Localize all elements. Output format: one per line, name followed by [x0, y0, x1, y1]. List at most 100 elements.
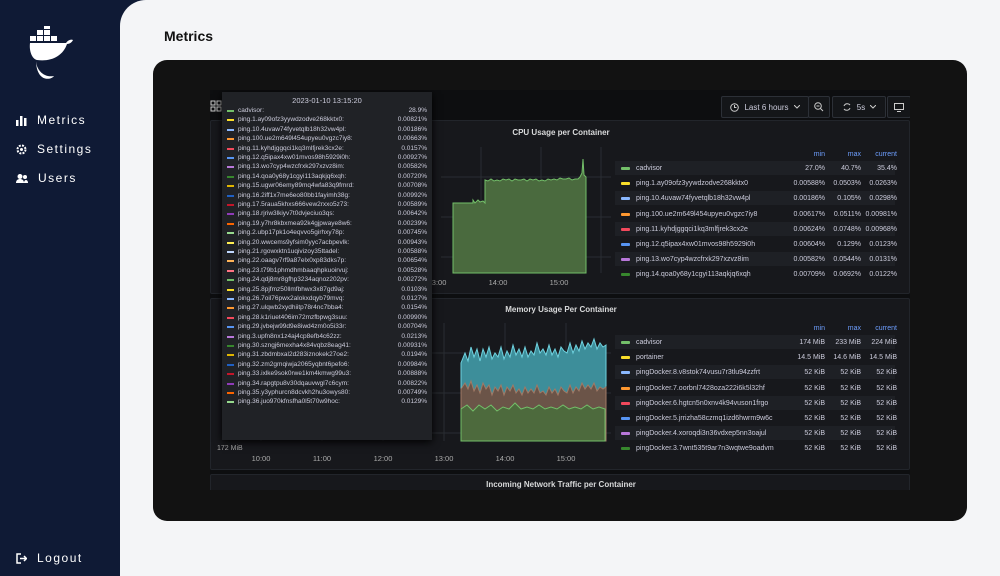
legend-name: portainer — [636, 354, 664, 362]
legend-max: 52 KiB — [840, 430, 861, 438]
legend-max: 0.105% — [837, 195, 861, 203]
series-marker — [621, 417, 630, 420]
series-marker — [227, 354, 234, 357]
series-name: ping.100.ue2m649l454upyeu0vgzc7iy8: — [238, 135, 353, 143]
legend-name: pingDocker.5.jrrizha58czmq1izd6hwrm9w6c — [636, 415, 773, 422]
logout-label[interactable]: Logout — [37, 551, 83, 565]
legend-header[interactable]: current — [875, 151, 897, 158]
series-name: ping.23.t79b1phmdhmbaaqhpkuoirvuj: — [238, 266, 349, 274]
series-marker — [227, 157, 234, 159]
panel-title: CPU Usage per Container — [512, 128, 610, 137]
legend-current: 52 KiB — [876, 430, 897, 438]
series-marker — [227, 373, 234, 376]
series-name: ping.35.y3yphurcn8dcvkh2hu3owys80: — [238, 389, 351, 396]
series-marker — [227, 288, 234, 291]
legend-current: 0.0123% — [869, 241, 897, 248]
tooltip: 2023-01-10 13:15:20 cadvisor: 28.9% ping.1… — [222, 92, 432, 440]
series-value: 0.00582% — [397, 163, 427, 171]
series-marker — [227, 392, 234, 394]
series-value: 0.0154% — [401, 304, 427, 312]
panel-network: Incoming Network Traffic per Container — [210, 474, 910, 490]
legend-row — [615, 380, 895, 395]
refresh-interval[interactable]: 5s — [856, 102, 866, 112]
tooltip-row: ping.29.jvbejw99d9e8iwd4zm0o5i33r: 0.0070… — [227, 323, 427, 332]
series-name: ping.18.rjriw3lkiyv7t0dvjeciuo3qs: — [238, 210, 335, 218]
nav-users[interactable]: Users — [16, 171, 77, 185]
nav-settings[interactable]: Settings — [16, 142, 92, 156]
nav-label[interactable]: Metrics — [37, 113, 87, 127]
legend-name: pingDocker.6.hgtcn5n0xnv4k94vuson1frgo — [636, 399, 769, 407]
series-marker — [227, 138, 234, 141]
legend-header[interactable]: min — [813, 151, 825, 158]
series-name: ping.22.oaagv7rf9a87elx0xp83dks7p: — [238, 257, 347, 265]
legend-name: ping.13.wo7cyp4wzcfrxk297xzvz8im — [636, 256, 749, 264]
legend-row — [615, 411, 895, 425]
grid-icon[interactable] — [210, 100, 222, 112]
legend-header[interactable]: current — [875, 325, 897, 332]
legend-min: 0.00186% — [793, 195, 825, 203]
time-range[interactable]: Last 6 hours — [744, 102, 789, 112]
time-range-button[interactable]: Last 6 hours — [721, 96, 809, 118]
series-name: ping.2.ubp17pk1o4eqvvo5girhxy78p: — [238, 229, 345, 237]
x-tick-label: 15:00 — [549, 278, 569, 287]
series-marker — [621, 447, 630, 451]
legend-name: cadvisor — [636, 165, 663, 172]
legend-current: 52 KiB — [876, 445, 897, 453]
series-name: ping.20.wwcems9yfsim0yyc7acbpevlk: — [238, 238, 350, 246]
series-value: 0.00749% — [397, 389, 427, 396]
x-tick-label: 11:00 — [312, 454, 332, 463]
series-marker — [227, 241, 234, 244]
series-marker — [227, 128, 234, 131]
tooltip-row: ping.15.ugwr06emy89mq4wfa83q9fmrd: 0.0070… — [227, 182, 427, 191]
series-marker — [621, 371, 630, 375]
tooltip-row: cadvisor: 28.9% — [227, 107, 427, 116]
nav-label[interactable]: Settings — [37, 142, 93, 156]
legend-current: 52 KiB — [876, 415, 897, 422]
legend-max: 52 KiB — [840, 399, 861, 407]
legend-current: 0.0263% — [869, 180, 897, 188]
series-marker — [621, 182, 630, 186]
legend-current: 0.0122% — [869, 271, 897, 279]
legend-min: 27.0% — [805, 165, 825, 172]
series-name: ping.26.7oil76pwx2alokxdqyb79mvq: — [238, 295, 345, 302]
series-value: 0.00272% — [397, 276, 427, 284]
series-value: 0.00239% — [397, 219, 427, 227]
series-value: 0.00927% — [397, 154, 427, 161]
page-title: Metrics — [164, 28, 214, 44]
series-value: 0.00943% — [397, 238, 427, 246]
zoom-out[interactable] — [808, 96, 830, 118]
nav-metrics[interactable]: Metrics — [16, 113, 86, 127]
legend-row — [615, 441, 895, 456]
series-name: ping.17.5raua5khxs666vew2rxxo5z73: — [238, 201, 349, 208]
legend-name: ping.100.ue2m649l454upyeu0vgzc7iy8 — [636, 210, 758, 218]
logout[interactable]: Logout — [16, 551, 83, 565]
tv-mode[interactable] — [887, 96, 910, 118]
panel-title: Memory Usage Per Container — [505, 305, 617, 314]
tooltip-row: ping.19.y7hr8kbxmea92k4gjpwaye8w6: 0.0023… — [227, 220, 427, 229]
series-value: 0.00720% — [397, 172, 427, 180]
series-name: ping.15.ugwr06emy89mq4wfa83q9fmrd: — [238, 182, 354, 190]
x-tick-label: 14:00 — [488, 278, 508, 287]
legend-header[interactable]: min — [813, 325, 825, 332]
series-marker — [227, 110, 234, 112]
legend-current: 0.00968% — [865, 225, 897, 233]
series-marker — [621, 243, 630, 246]
series-value: 0.00588% — [397, 248, 427, 255]
tooltip-row: ping.28.k1riuet406im72mzfbpwg3suu: 0.0099… — [227, 314, 427, 323]
legend-min: 0.00624% — [793, 225, 825, 233]
legend-name: pingDocker.4.xoroqdi3n36vdxep5nn3oajul — [636, 430, 767, 438]
legend-header[interactable]: max — [847, 151, 861, 158]
tooltip-row: ping.33.ixlke9sok0rwe1km4kmwg99u3: 0.0088… — [227, 370, 427, 379]
series-value: 0.00528% — [397, 266, 427, 274]
legend-header[interactable]: max — [847, 325, 861, 332]
legend-current: 0.00981% — [865, 210, 897, 218]
legend-name: ping.1.ay09ofz3yywdzodve268kktx0 — [636, 180, 749, 188]
tooltip-row: ping.1.ay09ofz3yywdzodve268kktx0: 0.00821… — [227, 116, 427, 125]
series-value: 0.0127% — [401, 295, 427, 302]
series-marker — [227, 307, 234, 310]
refresh-button[interactable]: 5s — [832, 96, 886, 118]
legend-min: 52 KiB — [804, 369, 825, 377]
x-tick-label: 15:00 — [556, 454, 576, 463]
series-value: 0.00745% — [397, 229, 427, 237]
nav-label[interactable]: Users — [38, 171, 77, 185]
